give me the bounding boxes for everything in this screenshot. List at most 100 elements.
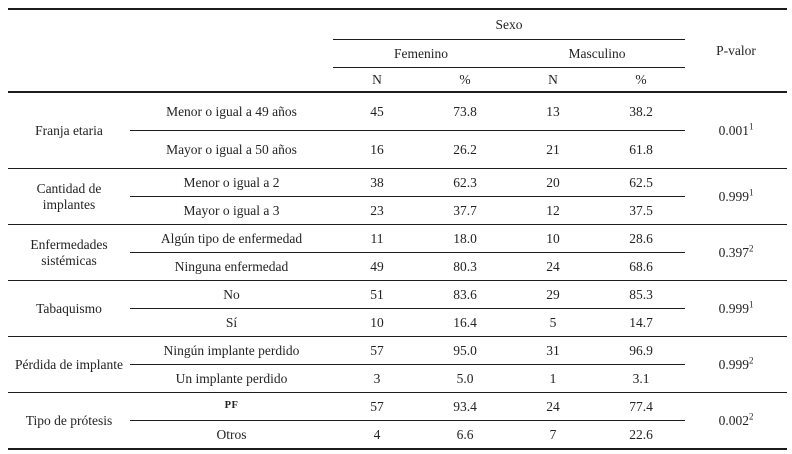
cell-femenino-pct: 18.0	[421, 224, 509, 253]
subcategory-label: Ningún implante perdido	[130, 336, 333, 365]
cell-masculino-pct: 38.2	[597, 92, 685, 131]
category-label: Tipo de prótesis	[25, 412, 113, 428]
cell-femenino-pct: 83.6	[421, 280, 509, 309]
cell-femenino-n: 49	[370, 258, 384, 274]
cell-masculino-n: 1	[549, 370, 557, 386]
cell-femenino-pct: 93.4	[421, 392, 509, 421]
cell-femenino-pct: 73.8	[421, 92, 509, 131]
cell-masculino-n: 21	[546, 141, 560, 157]
header-pct-femenino: %	[459, 71, 471, 87]
statistics-table: Sexo P-valor Femenino Masculino N % N % …	[8, 8, 787, 450]
header-masculino: Masculino	[509, 39, 685, 68]
p-value-number: 0.999	[718, 188, 749, 204]
header-sexo: Sexo	[333, 9, 685, 40]
header-n-masculino: N	[548, 71, 558, 87]
cell-femenino-n: 23	[370, 202, 384, 218]
table-row: Otros 4 6.6 7 22.6	[8, 421, 787, 450]
table-row: Un implante perdido 3 5.0 1 3.1	[8, 365, 787, 393]
section-tipo-de-protesis: Tipo de prótesis PF 57 93.4 24 77.4 0.00…	[8, 392, 787, 450]
cell-masculino-n: 31	[509, 336, 597, 365]
cell-masculino-pct: 3.1	[632, 370, 650, 386]
cell-femenino-n: 38	[333, 168, 421, 197]
cell-masculino-pct: 62.5	[597, 168, 685, 197]
subcategory-label: Menor o igual a 2	[130, 168, 333, 197]
table-row: Tipo de prótesis PF 57 93.4 24 77.4 0.00…	[8, 392, 787, 428]
p-value-number: 0.002	[718, 412, 749, 428]
cell-masculino-n: 24	[509, 392, 597, 421]
category-label: Tabaquismo	[36, 300, 102, 316]
subcategory-label: Menor o igual a 49 años	[130, 92, 333, 131]
p-value: 0.0022	[685, 393, 787, 450]
p-value-number: 0.001	[718, 122, 749, 138]
subcategory-label: PF	[130, 392, 333, 421]
table-row: Franja etaria Menor o igual a 49 años 45…	[8, 92, 787, 138]
category-label: Enfermedades sistémicas	[30, 236, 108, 268]
cell-femenino-n: 45	[333, 92, 421, 131]
p-value: 0.9992	[685, 337, 787, 393]
cell-masculino-pct: 68.6	[629, 258, 653, 274]
subcategory-label: Mayor o igual a 3	[183, 202, 280, 218]
cell-masculino-n: 5	[549, 314, 557, 330]
cell-masculino-pct: 96.9	[597, 336, 685, 365]
stub-spacer	[8, 9, 333, 92]
cell-femenino-n: 4	[373, 426, 381, 442]
p-value-footnote-marker: 2	[748, 243, 754, 254]
subcategory-label: Un implante perdido	[175, 370, 288, 386]
table-row: Enfermedades sistémicas Algún tipo de en…	[8, 224, 787, 268]
subcategory-label: Mayor o igual a 50 años	[166, 141, 297, 157]
table-row: Pérdida de implante Ningún implante perd…	[8, 336, 787, 372]
p-value: 0.3972	[685, 225, 787, 281]
p-value: 0.9991	[685, 281, 787, 337]
cell-masculino-pct: 61.8	[629, 141, 653, 157]
cell-femenino-n: 57	[333, 336, 421, 365]
p-value-footnote-marker: 2	[748, 355, 754, 366]
p-value: 0.0011	[685, 92, 787, 169]
section-perdida-de-implante: Pérdida de implante Ningún implante perd…	[8, 336, 787, 393]
cell-masculino-pct: 28.6	[597, 224, 685, 253]
cell-masculino-n: 20	[509, 168, 597, 197]
p-value-number: 0.999	[718, 300, 749, 316]
header-n-femenino: N	[372, 71, 382, 87]
table-row: Cantidad de implantes Menor o igual a 2 …	[8, 168, 787, 212]
cell-femenino-pct: 95.0	[421, 336, 509, 365]
cell-femenino-n: 16	[370, 141, 384, 157]
cell-femenino-n: 51	[333, 280, 421, 309]
p-value-number: 0.999	[718, 356, 749, 372]
subcategory-label: Algún tipo de enfermedad	[130, 224, 333, 253]
cell-masculino-n: 10	[509, 224, 597, 253]
header-p-valor: P-valor	[716, 42, 756, 58]
p-value-number: 0.397	[718, 244, 749, 260]
p-value-footnote-marker: 1	[748, 121, 754, 132]
cell-masculino-n: 24	[546, 258, 560, 274]
section-enfermedades-sistemicas: Enfermedades sistémicas Algún tipo de en…	[8, 224, 787, 281]
cell-masculino-pct: 85.3	[597, 280, 685, 309]
header-femenino: Femenino	[333, 39, 509, 68]
cell-masculino-n: 12	[546, 202, 560, 218]
cell-masculino-pct: 37.5	[629, 202, 653, 218]
table-row: Tabaquismo No 51 83.6 29 85.3 0.9991	[8, 280, 787, 316]
cell-masculino-n: 13	[509, 92, 597, 131]
table-row: Mayor o igual a 50 años 16 26.2 21 61.8	[8, 131, 787, 169]
cell-femenino-pct: 6.6	[456, 426, 474, 442]
table-row: Sí 10 16.4 5 14.7	[8, 309, 787, 337]
table-row: Mayor o igual a 3 23 37.7 12 37.5	[8, 197, 787, 225]
cell-masculino-n: 7	[549, 426, 557, 442]
subcategory-label: Sí	[225, 314, 238, 330]
category-label: Pérdida de implante	[15, 356, 123, 372]
header-pct-masculino: %	[635, 71, 647, 87]
category-label: Cantidad de implantes	[36, 180, 102, 212]
cell-femenino-pct: 37.7	[453, 202, 477, 218]
subcategory-label: Otros	[216, 426, 247, 442]
table-row: Ninguna enfermedad 49 80.3 24 68.6	[8, 253, 787, 281]
p-value-footnote-marker: 1	[748, 187, 754, 198]
cell-femenino-pct: 5.0	[456, 370, 474, 386]
p-value-footnote-marker: 1	[748, 299, 754, 310]
cell-femenino-pct: 26.2	[453, 141, 477, 157]
table-header: Sexo P-valor Femenino Masculino N % N %	[8, 9, 787, 92]
p-value: 0.9991	[685, 169, 787, 225]
cell-femenino-pct: 16.4	[453, 314, 477, 330]
section-tabaquismo: Tabaquismo No 51 83.6 29 85.3 0.9991 Sí …	[8, 280, 787, 337]
subcategory-label: No	[130, 280, 333, 309]
cell-masculino-pct: 14.7	[629, 314, 653, 330]
